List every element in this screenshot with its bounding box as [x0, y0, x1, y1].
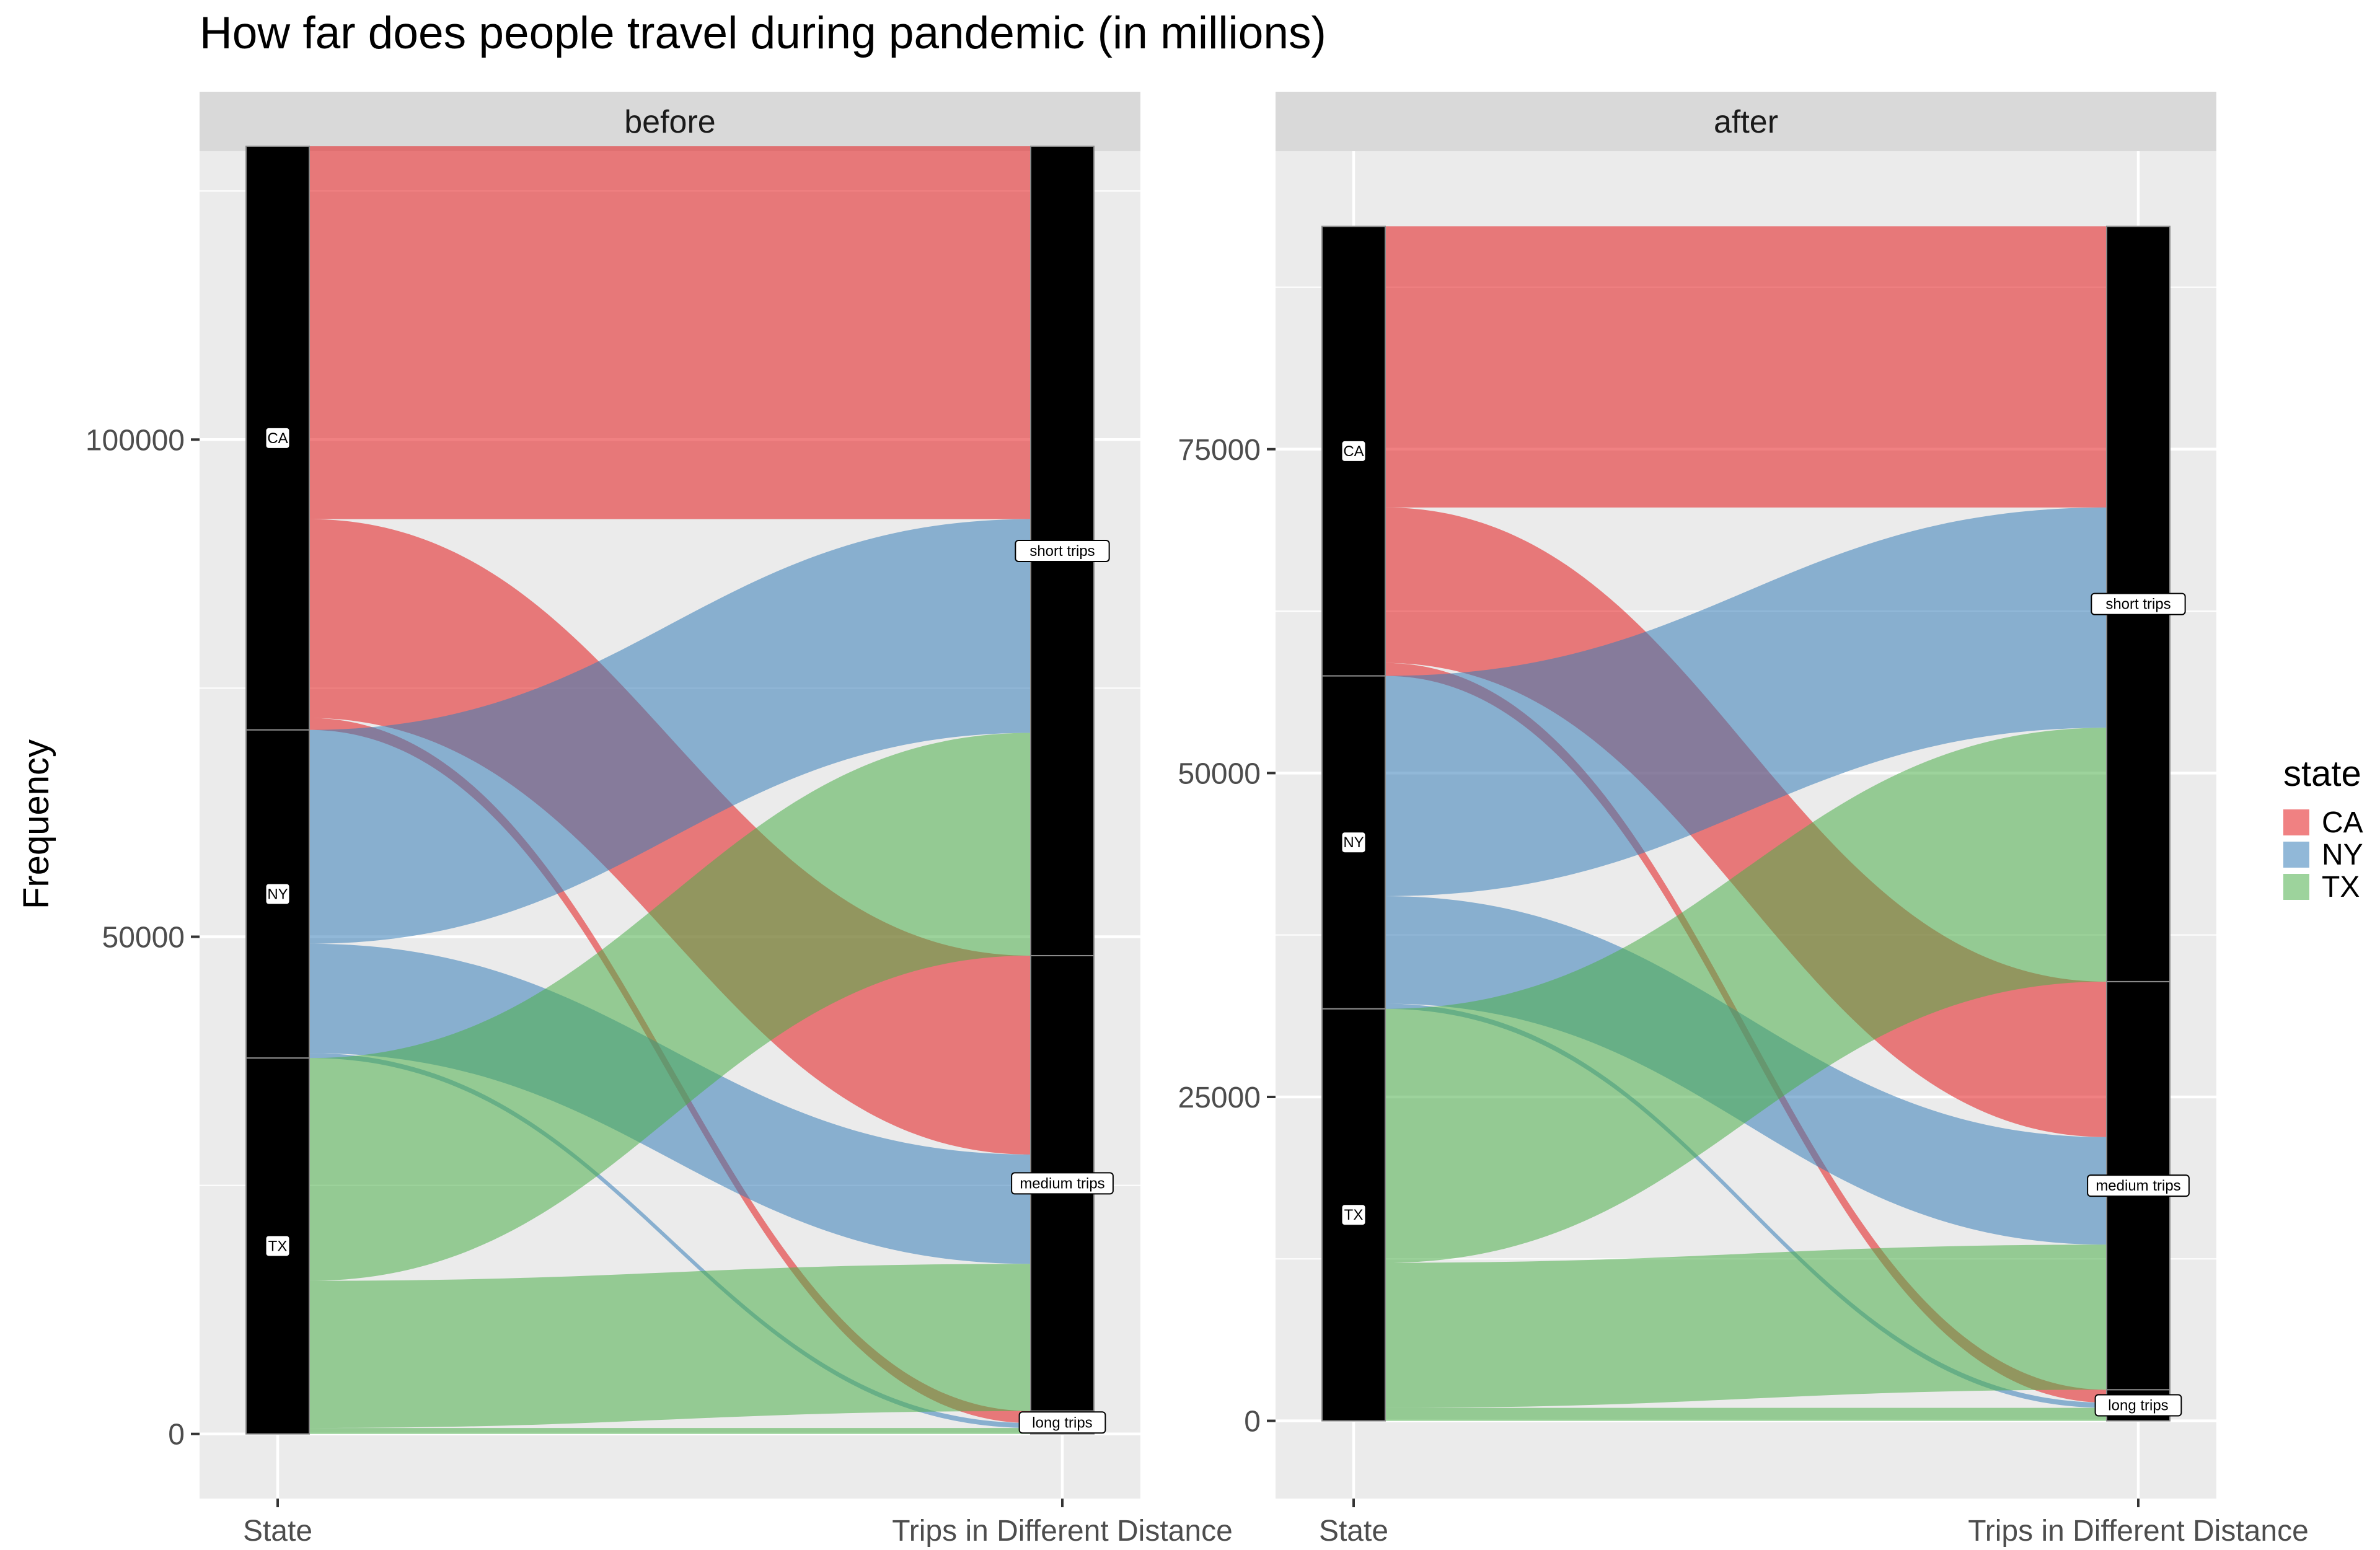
flow-tx-long-trips [309, 1428, 1031, 1434]
stratum-ny-label-box [265, 883, 291, 905]
stratum-short-trips-label: short trips [2105, 596, 2171, 613]
stratum-tx-label: TX [1344, 1207, 1364, 1223]
legend-label-ca: CA [2322, 806, 2363, 839]
x-tick-label: State [243, 1515, 312, 1547]
stratum-ca-label: CA [267, 430, 288, 447]
stratum-ny-label-box [1341, 831, 1367, 854]
y-tick-label: 50000 [1178, 757, 1261, 790]
legend-title: state [2283, 754, 2361, 794]
y-tick-label: 50000 [102, 921, 185, 954]
stratum-tx-label-box [265, 1235, 291, 1257]
flow-tx-long-trips [1385, 1407, 2107, 1421]
stratum-medium-trips-label: medium trips [1020, 1175, 1104, 1192]
y-tick-label: 75000 [1178, 434, 1261, 467]
legend-label-tx: TX [2322, 871, 2360, 904]
flow-tx-short-trips [1385, 728, 2107, 1263]
y-tick-label: 25000 [1178, 1081, 1261, 1114]
legend-key-ny [2283, 842, 2309, 868]
stratum-medium-trips-label-box [1011, 1172, 1114, 1195]
stratum-tx-label-box [1341, 1204, 1367, 1226]
stratum-long-trips-label: long trips [1032, 1414, 1092, 1431]
facet-label: before [624, 104, 715, 140]
facet-label: after [1714, 104, 1778, 140]
flow-ny-long-trips [1385, 1003, 2107, 1408]
facet-strip [200, 92, 1140, 151]
stratum-ca-label-box [1341, 439, 1367, 462]
legend-label-ny: NY [2322, 839, 2363, 871]
flow-ca-short-trips [1385, 226, 2107, 508]
flow-tx-medium-trips [309, 1264, 1031, 1429]
x-tick-label: Trips in Different Distance [892, 1515, 1233, 1547]
stratum-medium-trips-label-box [2087, 1174, 2190, 1197]
flow-tx-short-trips [309, 733, 1031, 1281]
x-tick-label: Trips in Different Distance [1968, 1515, 2309, 1547]
panel-before: before 0 50000 100000 State Trips in Differen… [86, 92, 1233, 1548]
flow-ny-short-trips [1385, 507, 2107, 896]
y-axis-title: Frequency [16, 739, 56, 909]
stratum-short-trips-label-box [2091, 592, 2186, 615]
stratum-tx-label: TX [268, 1238, 288, 1254]
chart-title: How far does people travel during pandem… [200, 8, 1326, 58]
stratum-long-trips-label-box [1018, 1411, 1106, 1434]
stratum-short-trips-label: short trips [1029, 543, 1095, 560]
facet-strip [1276, 92, 2216, 151]
y-tick-label: 100000 [86, 424, 185, 457]
flow-ca-short-trips [309, 146, 1031, 519]
stratum-ca-label-box [265, 426, 291, 449]
legend-key-ca [2283, 809, 2309, 835]
y-tick-label: 0 [168, 1419, 185, 1451]
stratum-ca-label: CA [1343, 443, 1364, 460]
x-tick-label: State [1319, 1515, 1388, 1547]
flow-ny-short-trips [309, 519, 1031, 944]
y-tick-label: 0 [1244, 1406, 1261, 1438]
stratum-ny-label: NY [1343, 834, 1364, 851]
legend-key-tx [2283, 874, 2309, 900]
flow-tx-medium-trips [1385, 1244, 2107, 1408]
stratum-medium-trips-label: medium trips [2096, 1178, 2180, 1194]
stratum-ny-label: NY [267, 886, 288, 903]
panel-after: after 0 25000 50000 75000 State Trips in Diffe… [1178, 92, 2309, 1548]
flow-ny-long-trips [309, 1053, 1031, 1429]
stratum-long-trips-label-box [2094, 1394, 2182, 1417]
stratum-long-trips-label: long trips [2108, 1397, 2168, 1414]
stratum-short-trips-label-box [1015, 539, 1110, 562]
